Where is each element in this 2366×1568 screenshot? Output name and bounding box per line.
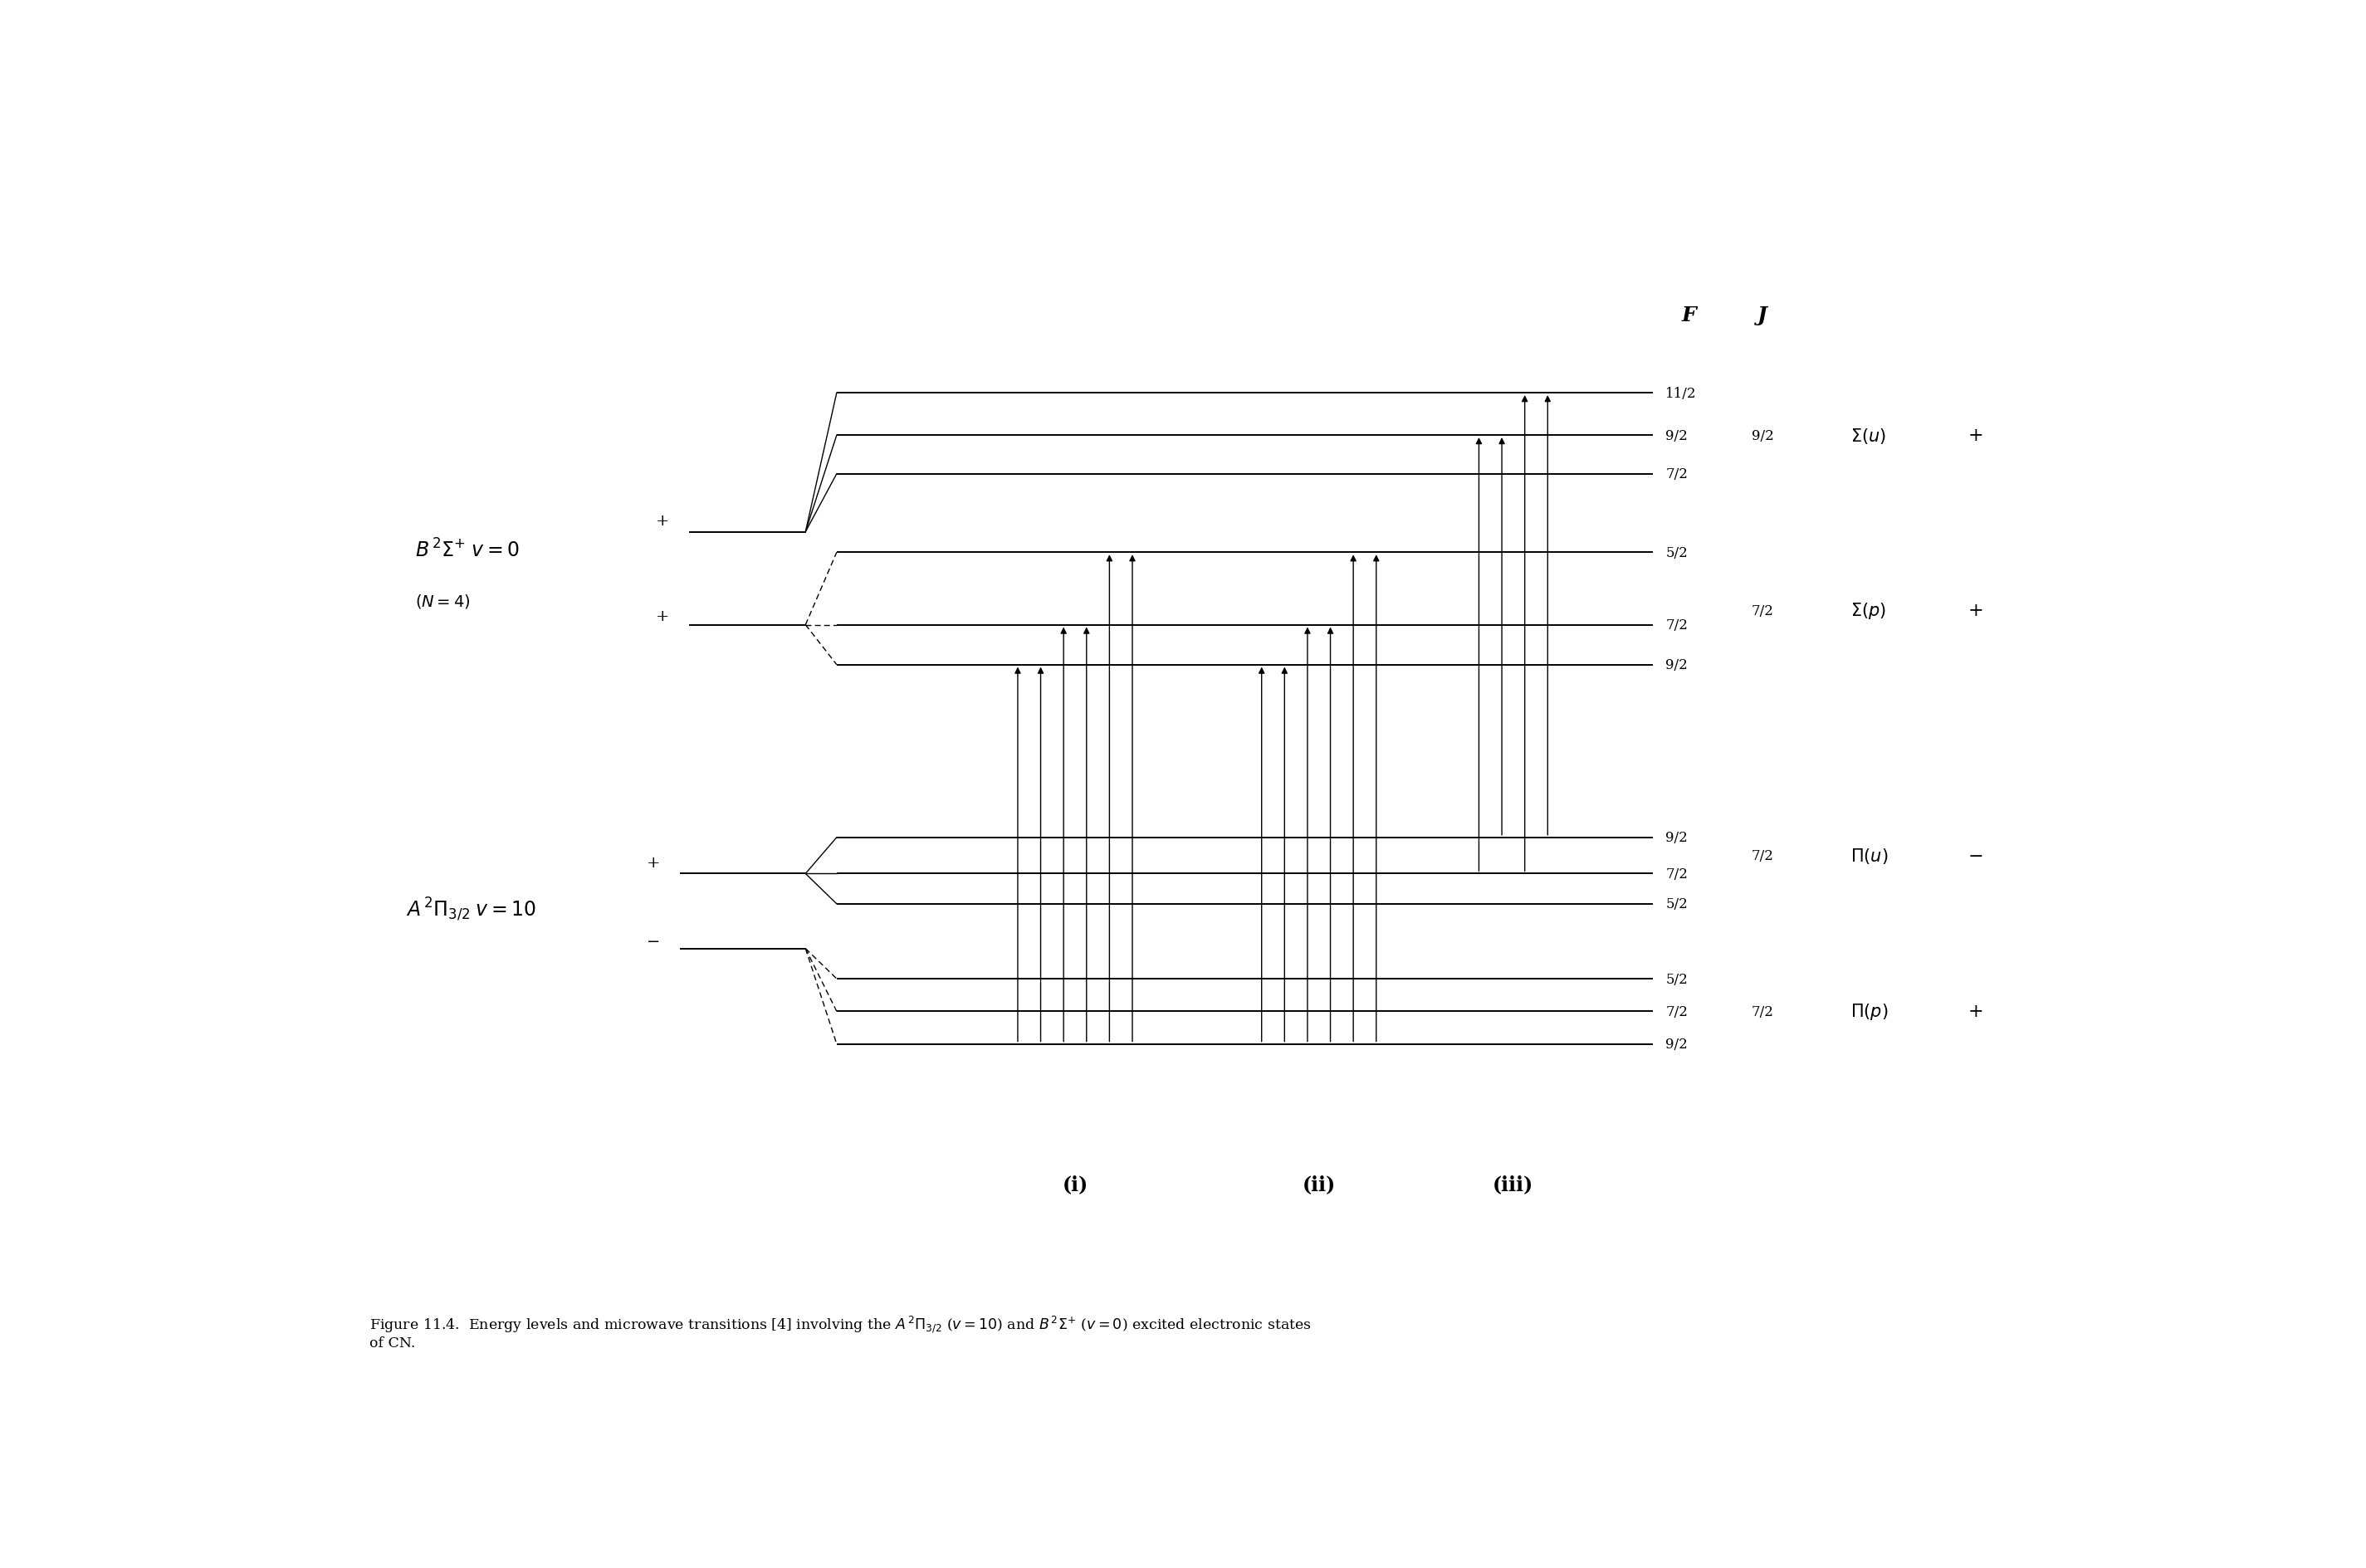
Text: $\Pi(p)$: $\Pi(p)$ [1850,1002,1888,1021]
Text: $\Pi(u)$: $\Pi(u)$ [1850,847,1888,866]
Text: (i): (i) [1062,1174,1088,1195]
Text: +: + [655,514,670,528]
Text: F: F [1682,306,1696,325]
Text: (ii): (ii) [1301,1174,1337,1195]
Text: 7/2: 7/2 [1666,867,1687,881]
Text: $\Sigma(p)$: $\Sigma(p)$ [1850,601,1886,621]
Text: −: − [1969,847,1983,866]
Text: (iii): (iii) [1493,1174,1533,1195]
Text: +: + [655,610,670,624]
Text: 5/2: 5/2 [1666,897,1687,911]
Text: 7/2: 7/2 [1751,604,1774,618]
Text: 5/2: 5/2 [1666,972,1687,986]
Text: 7/2: 7/2 [1666,618,1687,632]
Text: 5/2: 5/2 [1666,546,1687,560]
Text: $A\,^{2}\Pi_{3/2}\;v=10$: $A\,^{2}\Pi_{3/2}\;v=10$ [407,895,537,922]
Text: 9/2: 9/2 [1666,831,1687,845]
Text: 9/2: 9/2 [1666,659,1687,673]
Text: 7/2: 7/2 [1666,1005,1687,1019]
Text: Figure 11.4.  Energy levels and microwave transitions [4] involving the $A\,^{2}: Figure 11.4. Energy levels and microwave… [369,1314,1311,1350]
Text: +: + [1969,426,1983,445]
Text: 9/2: 9/2 [1666,1036,1687,1051]
Text: 11/2: 11/2 [1666,386,1696,400]
Text: +: + [1969,1002,1983,1021]
Text: $B\,^{2}\Sigma^{+}\;v=0$: $B\,^{2}\Sigma^{+}\;v=0$ [414,539,521,561]
Text: −: − [646,935,660,949]
Text: +: + [646,856,660,870]
Text: 9/2: 9/2 [1751,428,1774,442]
Text: 7/2: 7/2 [1666,467,1687,481]
Text: 9/2: 9/2 [1666,428,1687,442]
Text: 7/2: 7/2 [1751,848,1774,862]
Text: 7/2: 7/2 [1751,1005,1774,1019]
Text: J: J [1758,306,1767,325]
Text: +: + [1969,602,1983,619]
Text: $(N=4)$: $(N=4)$ [414,593,471,610]
Text: $\Sigma(u)$: $\Sigma(u)$ [1850,426,1886,445]
